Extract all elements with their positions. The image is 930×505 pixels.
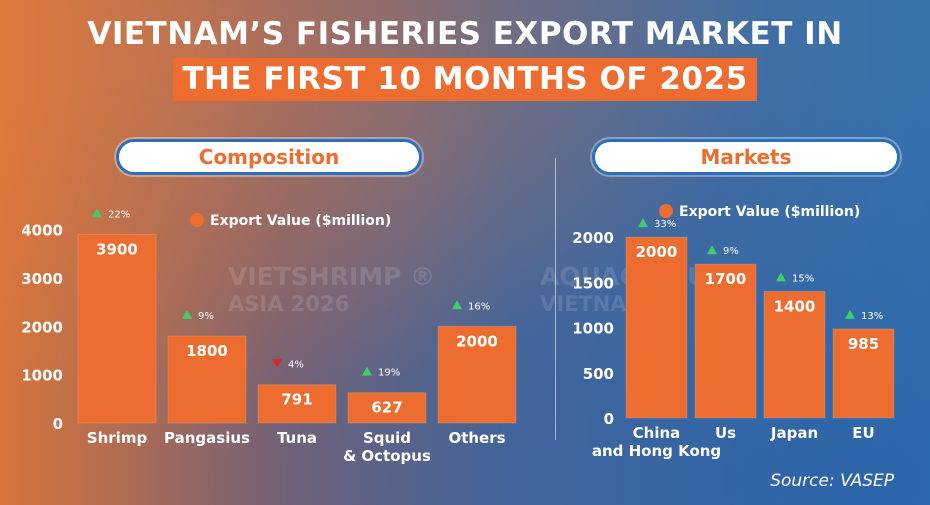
change-up-icon bbox=[362, 366, 372, 376]
change-label: 4% bbox=[288, 360, 304, 371]
legend-label: Export Value ($million) bbox=[679, 204, 860, 220]
bar bbox=[694, 263, 757, 419]
change-down-icon bbox=[272, 358, 282, 368]
bar bbox=[167, 335, 247, 424]
bar-value-label: 1700 bbox=[705, 270, 747, 288]
category-label: Others bbox=[448, 429, 505, 447]
source-note: Source: VASEP bbox=[770, 471, 894, 491]
y-tick-label: 0 bbox=[604, 410, 614, 428]
y-tick-label: 2000 bbox=[572, 229, 614, 247]
category-label: Squid & Octopus bbox=[343, 429, 431, 465]
change-up-icon bbox=[845, 309, 855, 319]
y-tick-label: 1000 bbox=[21, 367, 63, 385]
y-tick-label: 4000 bbox=[21, 222, 63, 240]
bar-value-label: 1800 bbox=[186, 342, 228, 360]
legend-marker bbox=[659, 204, 673, 218]
change-label: 9% bbox=[198, 311, 214, 322]
category-label: EU bbox=[852, 424, 874, 442]
y-tick-label: 2000 bbox=[21, 318, 63, 336]
category-label: Pangasius bbox=[164, 429, 250, 447]
change-up-icon bbox=[182, 309, 192, 319]
category-label: Tuna bbox=[277, 429, 317, 447]
bar bbox=[437, 325, 517, 424]
change-label: 9% bbox=[723, 246, 739, 257]
y-tick-label: 0 bbox=[53, 415, 63, 433]
bar-value-label: 3900 bbox=[96, 240, 138, 258]
y-tick-label: 3000 bbox=[21, 270, 63, 288]
bar-value-label: 2000 bbox=[456, 332, 498, 350]
bar bbox=[625, 236, 688, 419]
composition-header: Composition bbox=[116, 139, 422, 175]
change-label: 15% bbox=[792, 273, 814, 284]
legend-marker bbox=[190, 213, 204, 227]
category-label: Us bbox=[715, 424, 736, 442]
page-title: VIETNAM’S FISHERIES EXPORT MARKET IN bbox=[87, 16, 843, 52]
change-label: 22% bbox=[108, 209, 130, 220]
bar-value-label: 985 bbox=[848, 335, 879, 353]
category-label: China and Hong Kong bbox=[592, 424, 721, 460]
category-label: Japan bbox=[770, 424, 818, 442]
y-tick-label: 1000 bbox=[572, 320, 614, 338]
change-up-icon bbox=[452, 300, 462, 310]
page-subtitle-wrap: THE FIRST 10 MONTHS OF 2025 bbox=[0, 58, 930, 101]
watermark-asia: ASIA 2026 bbox=[228, 292, 350, 316]
y-tick-label: 500 bbox=[583, 365, 614, 383]
composition-chart: Export Value ($million) 0 1000 2000 3000 4000… bbox=[21, 208, 517, 465]
change-label: 33% bbox=[654, 219, 676, 230]
bar-value-label: 627 bbox=[371, 399, 402, 417]
change-up-icon bbox=[638, 218, 648, 228]
bar-value-label: 791 bbox=[281, 391, 312, 409]
bar bbox=[77, 233, 157, 424]
bar bbox=[257, 384, 337, 424]
change-up-icon bbox=[92, 208, 102, 218]
change-label: 16% bbox=[468, 301, 490, 312]
change-label: 13% bbox=[861, 311, 883, 322]
bar bbox=[832, 328, 895, 419]
change-up-icon bbox=[707, 245, 717, 255]
bar bbox=[347, 392, 427, 424]
bar-value-label: 1400 bbox=[774, 297, 816, 315]
page-subtitle: THE FIRST 10 MONTHS OF 2025 bbox=[173, 58, 757, 101]
category-label: Shrimp bbox=[87, 429, 148, 447]
bar bbox=[763, 290, 826, 419]
change-up-icon bbox=[776, 272, 786, 282]
markets-header: Markets bbox=[592, 139, 900, 175]
change-label: 19% bbox=[378, 368, 400, 379]
section-divider bbox=[555, 158, 556, 440]
watermark-vietshrimp: VIETSHRIMP ® bbox=[228, 262, 436, 291]
legend-label: Export Value ($million) bbox=[210, 213, 391, 229]
y-tick-label: 1500 bbox=[572, 274, 614, 292]
bar-value-label: 2000 bbox=[636, 243, 678, 261]
markets-chart: Export Value ($million) 0 500 1000 1500 2000 2… bbox=[572, 204, 895, 460]
